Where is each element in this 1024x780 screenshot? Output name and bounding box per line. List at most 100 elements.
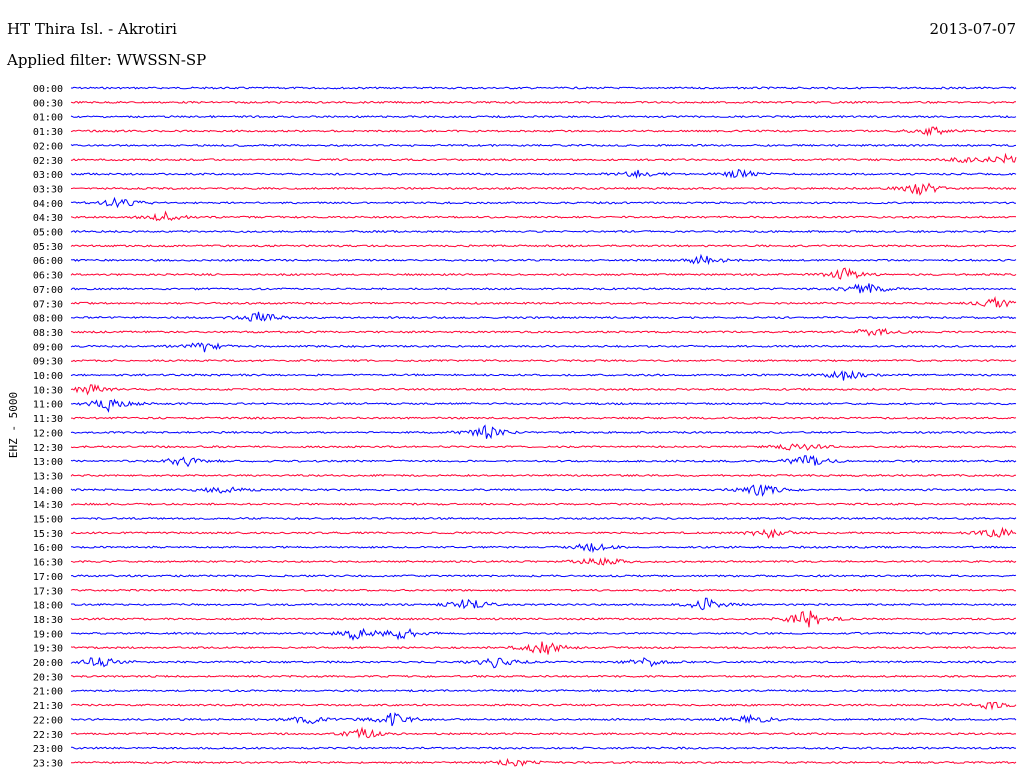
row-label: 17:00 xyxy=(33,572,63,583)
trace-row-1730 xyxy=(70,588,1017,592)
row-label: 14:00 xyxy=(33,486,63,497)
trace-row-2200 xyxy=(70,712,1017,727)
trace-row-1000 xyxy=(70,369,1017,381)
trace-row-0230 xyxy=(70,152,1017,164)
row-label: 22:30 xyxy=(33,730,63,741)
row-label: 23:00 xyxy=(33,744,63,755)
row-label: 20:30 xyxy=(33,672,63,683)
row-label: 00:00 xyxy=(33,84,63,95)
trace-row-1230 xyxy=(70,443,1017,451)
trace-row-2300 xyxy=(70,746,1016,750)
trace-row-1600 xyxy=(71,543,1016,554)
row-label: 04:00 xyxy=(33,199,63,210)
row-label: 15:00 xyxy=(33,515,63,526)
trace-row-0130 xyxy=(70,126,1017,137)
row-label: 22:00 xyxy=(33,715,63,726)
trace-row-1530 xyxy=(70,526,1017,539)
row-label: 11:30 xyxy=(33,414,63,425)
row-label: 02:30 xyxy=(33,156,63,167)
trace-row-0330 xyxy=(70,182,1017,196)
trace-row-2100 xyxy=(70,689,1017,693)
trace-row-0900 xyxy=(70,342,1017,353)
row-label: 06:30 xyxy=(33,271,63,282)
record-date: 2013-07-07 xyxy=(929,20,1016,38)
trace-row-2030 xyxy=(70,674,1017,678)
row-label: 11:00 xyxy=(33,400,63,411)
row-label: 00:30 xyxy=(33,98,63,109)
trace-row-1200 xyxy=(70,424,1017,440)
trace-row-0430 xyxy=(70,210,1017,222)
trace-rows: 00:00 00:30 01:00 01:30 02:00 02:30 03:00 03:30… xyxy=(33,84,1017,769)
row-label: 19:30 xyxy=(33,644,63,655)
trace-row-0400 xyxy=(70,196,1016,209)
trace-row-0730 xyxy=(70,296,1017,308)
row-label: 03:00 xyxy=(33,170,63,181)
trace-row-1700 xyxy=(70,574,1017,578)
trace-row-0530 xyxy=(70,244,1017,248)
trace-row-0500 xyxy=(70,229,1017,234)
trace-row-1630 xyxy=(70,556,1017,566)
row-label: 06:00 xyxy=(33,256,63,267)
y-axis-label: EHZ - 5000 xyxy=(7,392,20,458)
row-label: 21:00 xyxy=(33,687,63,698)
row-label: 15:30 xyxy=(33,529,63,540)
trace-row-0700 xyxy=(70,283,1017,294)
trace-row-1800 xyxy=(70,597,1017,611)
row-label: 02:00 xyxy=(33,141,63,152)
row-label: 14:30 xyxy=(33,500,63,511)
filter-label: Applied filter: WWSSN-SP xyxy=(7,51,207,69)
trace-row-0300 xyxy=(70,168,1017,179)
row-label: 07:30 xyxy=(33,299,63,310)
row-label: 04:30 xyxy=(33,213,63,224)
trace-row-0000 xyxy=(70,86,1017,90)
trace-row-2130 xyxy=(70,701,1017,711)
row-label: 18:00 xyxy=(33,601,63,612)
trace-row-1430 xyxy=(70,502,1017,506)
trace-row-2000 xyxy=(70,657,1017,669)
row-label: 19:00 xyxy=(33,629,63,640)
row-label: 16:00 xyxy=(33,543,63,554)
row-label: 03:30 xyxy=(33,184,63,195)
row-label: 16:30 xyxy=(33,558,63,569)
trace-row-1500 xyxy=(70,516,1017,521)
row-label: 08:30 xyxy=(33,328,63,339)
trace-row-1400 xyxy=(70,484,1017,497)
row-label: 07:00 xyxy=(33,285,63,296)
trace-row-2330 xyxy=(71,757,1017,767)
trace-row-1900 xyxy=(70,627,1017,642)
row-label: 05:00 xyxy=(33,228,63,239)
row-label: 12:30 xyxy=(33,443,63,454)
row-label: 09:00 xyxy=(33,342,63,353)
trace-row-1130 xyxy=(71,416,1017,420)
trace-row-0030 xyxy=(70,100,1016,104)
row-label: 10:30 xyxy=(33,385,63,396)
row-label: 01:00 xyxy=(33,113,63,124)
trace-row-0600 xyxy=(70,253,1017,266)
trace-row-1100 xyxy=(70,398,1017,413)
station-title: HT Thira Isl. - Akrotiri xyxy=(7,20,177,38)
trace-row-1930 xyxy=(70,641,1017,655)
row-label: 13:30 xyxy=(33,471,63,482)
trace-row-0100 xyxy=(70,115,1017,119)
row-label: 21:30 xyxy=(33,701,63,712)
trace-row-2230 xyxy=(70,726,1017,739)
trace-row-1830 xyxy=(70,610,1017,628)
row-label: 12:00 xyxy=(33,428,63,439)
row-label: 18:30 xyxy=(33,615,63,626)
row-label: 05:30 xyxy=(33,242,63,253)
trace-row-0800 xyxy=(71,311,1017,322)
row-label: 09:30 xyxy=(33,357,63,368)
trace-row-1030 xyxy=(70,383,1017,396)
row-label: 13:00 xyxy=(33,457,63,468)
row-label: 17:30 xyxy=(33,586,63,597)
trace-row-0200 xyxy=(70,143,1017,148)
trace-row-0930 xyxy=(70,359,1017,363)
row-label: 08:00 xyxy=(33,314,63,325)
row-label: 10:00 xyxy=(33,371,63,382)
row-label: 20:00 xyxy=(33,658,63,669)
trace-row-1330 xyxy=(70,473,1016,478)
row-label: 01:30 xyxy=(33,127,63,138)
trace-row-0830 xyxy=(70,327,1017,337)
row-label: 23:30 xyxy=(33,758,63,769)
